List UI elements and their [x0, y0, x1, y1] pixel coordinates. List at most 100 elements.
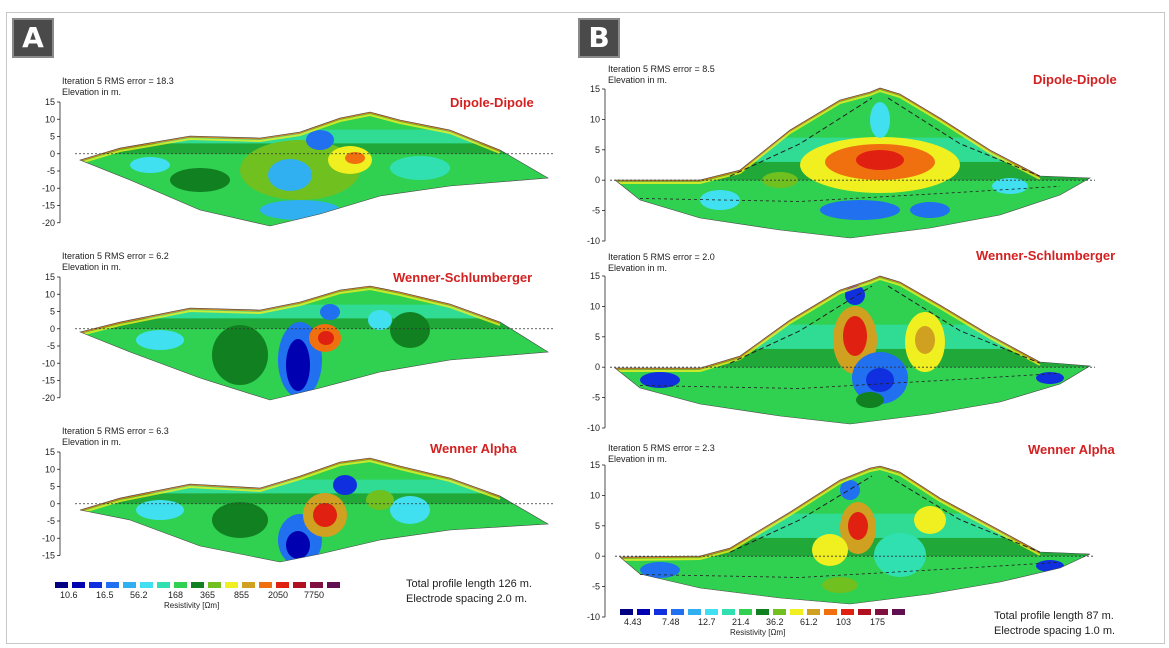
y-tick-label: -5: [47, 516, 55, 526]
legend-swatch: [722, 609, 735, 615]
y-tick-label: -15: [42, 551, 55, 561]
legend-swatch: [688, 609, 701, 615]
y-tick-label: 10: [590, 490, 600, 500]
legend-swatch: [293, 582, 306, 588]
legend-swatch: [208, 582, 221, 588]
y-tick-label: -20: [42, 393, 55, 403]
b2-elevation: Elevation in m.: [608, 263, 668, 273]
y-tick-label: 15: [45, 447, 55, 457]
y-tick-label: -10: [42, 533, 55, 543]
panel-b-badge: B: [578, 18, 620, 58]
b-profile-note-2: Electrode spacing 1.0 m.: [994, 625, 1116, 637]
y-tick-label: 5: [595, 332, 600, 342]
legend-swatch: [174, 582, 187, 588]
y-tick-label: -15: [42, 376, 55, 386]
y-tick-label: -5: [592, 582, 600, 592]
a2-elevation: Elevation in m.: [62, 262, 122, 272]
y-tick-label: 15: [590, 460, 600, 470]
y-tick-label: -5: [592, 393, 600, 403]
a1-iteration: Iteration 5 RMS error = 18.3: [62, 76, 174, 86]
y-tick-label: -10: [42, 183, 55, 193]
legend-swatch: [191, 582, 204, 588]
a-legend-label: 855: [234, 590, 250, 600]
legend-swatch: [157, 582, 170, 588]
y-tick-label: -10: [587, 236, 600, 246]
a-profile-note-1: Total profile length 126 m.: [406, 578, 532, 590]
legend-swatch: [123, 582, 136, 588]
y-tick-label: 10: [45, 289, 55, 299]
y-tick-label: 15: [590, 84, 600, 94]
legend-swatch: [242, 582, 255, 588]
legend-swatch: [671, 609, 684, 615]
a-legend-label: 56.2: [130, 590, 148, 600]
legend-swatch: [276, 582, 289, 588]
y-tick-label: 0: [50, 499, 55, 509]
y-tick-label: 0: [595, 362, 600, 372]
legend-swatch: [106, 582, 119, 588]
legend-swatch: [637, 609, 650, 615]
a-legend-title: Resistivity [Ωm]: [164, 601, 220, 610]
b-legend-label: 103: [836, 617, 852, 627]
legend-swatch: [89, 582, 102, 588]
y-tick-label: 0: [50, 324, 55, 334]
b3-iteration: Iteration 5 RMS error = 2.3: [608, 443, 715, 453]
legend-swatch: [824, 609, 837, 615]
b-legend-label: 4.43: [624, 617, 642, 627]
resistivity-section: 15 10 5 0 -5 -10: [587, 84, 1095, 246]
a3-iteration: Iteration 5 RMS error = 6.3: [62, 426, 169, 436]
y-tick-label: 15: [590, 271, 600, 281]
y-tick-label: 15: [45, 97, 55, 107]
y-tick-label: -5: [47, 341, 55, 351]
y-tick-label: -10: [587, 612, 600, 622]
b-profile-note-1: Total profile length 87 m.: [994, 610, 1114, 622]
b-legend-label: 175: [870, 617, 886, 627]
y-tick-label: -10: [587, 423, 600, 433]
a-profile-note-2: Electrode spacing 2.0 m.: [406, 593, 528, 605]
y-tick-label: 10: [590, 301, 600, 311]
a1-title: Dipole-Dipole: [450, 95, 534, 110]
resistivity-section: 15 10 5 0 -5 -10 -15: [42, 447, 553, 563]
y-tick-label: 10: [45, 464, 55, 474]
figure-frame: [6, 12, 1165, 644]
legend-swatch: [807, 609, 820, 615]
b2-iteration: Iteration 5 RMS error = 2.0: [608, 252, 715, 262]
y-tick-label: 5: [50, 307, 55, 317]
y-tick-label: 5: [50, 482, 55, 492]
resistivity-section: 15 10 5 0 -5 -10: [587, 271, 1095, 433]
resistivity-section: 15 10 5 0 -5 -10 -15 -20: [42, 272, 553, 403]
legend-swatch: [654, 609, 667, 615]
legend-swatch: [55, 582, 68, 588]
b3-title: Wenner Alpha: [1028, 442, 1115, 457]
legend-swatch: [259, 582, 272, 588]
a-legend-label: 10.6: [60, 590, 78, 600]
legend-swatch: [841, 609, 854, 615]
b2-title: Wenner-Schlumberger: [976, 248, 1116, 263]
b-legend-label: 21.4: [732, 617, 750, 627]
b1-elevation: Elevation in m.: [608, 75, 668, 85]
a-legend-label: 16.5: [96, 590, 114, 600]
y-tick-label: -5: [47, 166, 55, 176]
b-legend-label: 36.2: [766, 617, 784, 627]
resistivity-section: 15 10 5 0 -5 -10: [587, 460, 1095, 622]
y-tick-label: 10: [590, 114, 600, 124]
a2-title: Wenner-Schlumberger: [393, 270, 533, 285]
legend-swatch: [620, 609, 633, 615]
legend-swatch: [858, 609, 871, 615]
a2-iteration: Iteration 5 RMS error = 6.2: [62, 251, 169, 261]
y-tick-label: 15: [45, 272, 55, 282]
panel-a-badge: A: [12, 18, 54, 58]
b-legend-title: Resistivity [Ωm]: [730, 628, 786, 637]
legend-swatch: [705, 609, 718, 615]
y-tick-label: 5: [595, 145, 600, 155]
a-legend-label: 7750: [304, 590, 325, 600]
a-legend-label: 168: [168, 590, 184, 600]
legend-swatch: [790, 609, 803, 615]
b-legend-label: 12.7: [698, 617, 716, 627]
y-tick-label: -15: [42, 201, 55, 211]
y-tick-label: -5: [592, 206, 600, 216]
y-tick-label: 0: [595, 175, 600, 185]
a3-title: Wenner Alpha: [430, 441, 517, 456]
legend-swatch: [72, 582, 85, 588]
a-legend-label: 365: [200, 590, 216, 600]
